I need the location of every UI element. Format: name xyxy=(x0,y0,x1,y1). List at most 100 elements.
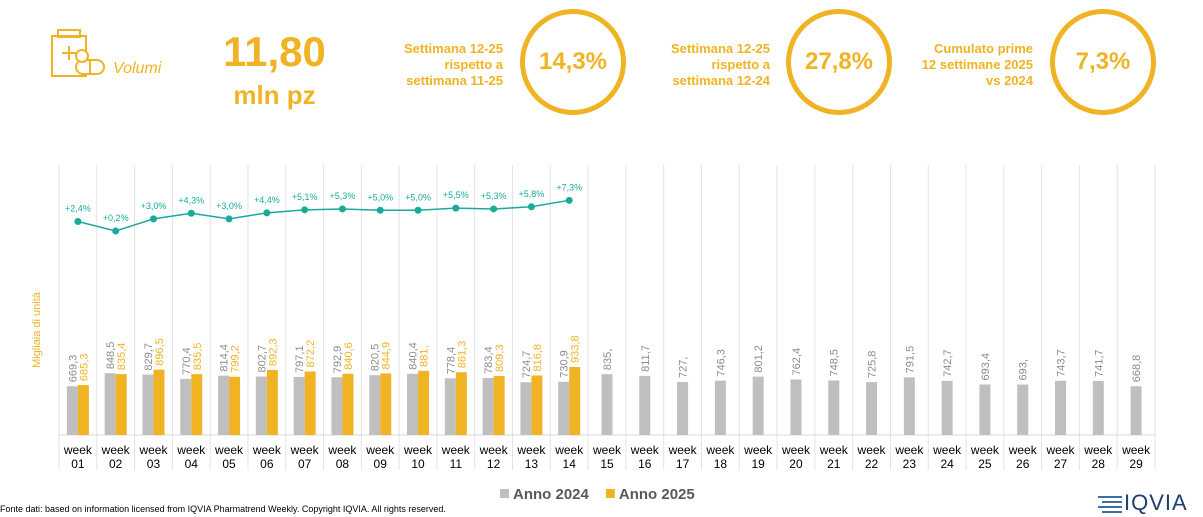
line-point xyxy=(225,215,233,223)
icon xyxy=(51,29,105,77)
bar xyxy=(369,375,381,435)
bar xyxy=(407,373,419,435)
x-tick-label: week 18 xyxy=(706,443,735,471)
value-label: 892,3 xyxy=(267,338,279,366)
line-label: +5,3% xyxy=(481,191,507,201)
value-label: 809,3 xyxy=(494,345,506,373)
value-label: 844,9 xyxy=(381,342,393,370)
value-label: 724,7 xyxy=(521,351,533,379)
line-point xyxy=(490,205,498,213)
x-tick-label: week 22 xyxy=(857,443,886,471)
line-label: +3,0% xyxy=(216,201,242,211)
x-tick-label: week 10 xyxy=(404,443,433,471)
bar xyxy=(1130,386,1142,435)
line-label: +4,3% xyxy=(178,195,204,205)
line-point xyxy=(527,203,535,211)
value-label: 861,3 xyxy=(456,341,468,369)
bar xyxy=(342,373,354,435)
total-unit: mln pz xyxy=(233,80,316,110)
value-label: 896,5 xyxy=(154,338,166,366)
value-label: 668,8 xyxy=(1131,355,1143,383)
value-label: 778,4 xyxy=(445,347,457,375)
line-label: +7,3% xyxy=(556,182,582,192)
x-tick-label: week 26 xyxy=(1008,443,1037,471)
x-tick-label: week 13 xyxy=(517,443,546,471)
bar xyxy=(866,382,878,435)
line-label: +2,4% xyxy=(65,203,91,213)
x-tick-label: week 29 xyxy=(1122,443,1151,471)
value-label: 799,2 xyxy=(230,345,242,373)
y-axis-label: Migliaia di unità xyxy=(31,291,43,368)
bar xyxy=(444,378,456,435)
value-label: 725,8 xyxy=(867,351,879,379)
line xyxy=(77,199,570,232)
value-label: 881, xyxy=(419,345,431,366)
x-tick-label: week 07 xyxy=(290,443,319,471)
bar xyxy=(979,384,991,435)
legend-label: Anno 2025 xyxy=(619,486,695,503)
line-label: +0,2% xyxy=(103,213,129,223)
value-label: 848,5 xyxy=(105,342,117,370)
bar xyxy=(714,380,726,435)
bar xyxy=(1055,380,1067,435)
line-label: +3,0% xyxy=(141,201,167,211)
line-label: +4,4% xyxy=(254,195,280,205)
line-point xyxy=(414,206,422,214)
x-tick-label: week 24 xyxy=(933,443,962,471)
line-point xyxy=(565,196,573,204)
value-label: 811,7 xyxy=(640,345,652,372)
section-title: Volumi xyxy=(113,60,162,77)
line-point xyxy=(301,206,309,214)
bar xyxy=(558,381,570,435)
value-label: 727, xyxy=(678,357,690,378)
bar xyxy=(180,378,192,435)
bar xyxy=(293,376,305,435)
line-point xyxy=(74,217,82,225)
value-label: 835, xyxy=(602,349,614,370)
bar xyxy=(1017,384,1029,435)
value-label: 669,3 xyxy=(67,355,79,383)
total-value: 11,80 xyxy=(223,28,326,75)
bar xyxy=(418,370,430,435)
line-point xyxy=(338,205,346,213)
bar xyxy=(520,382,532,435)
bar xyxy=(380,373,392,435)
bar xyxy=(77,385,89,435)
x-tick-label: week 04 xyxy=(177,443,206,471)
line-point xyxy=(149,215,157,223)
logo-mark xyxy=(1098,496,1122,513)
bar xyxy=(229,376,241,435)
bar xyxy=(752,376,764,435)
value-label: 835,5 xyxy=(192,343,204,371)
bar xyxy=(153,369,165,435)
value-label: 746,3 xyxy=(715,349,727,377)
bar xyxy=(304,371,316,435)
bar xyxy=(482,377,494,435)
bar xyxy=(828,380,840,435)
bar xyxy=(218,375,230,435)
kpi-label: Settimana 12-25 rispetto a settimana 11-… xyxy=(404,41,503,88)
x-tick-label: week 28 xyxy=(1084,443,1113,471)
line-label: +5,1% xyxy=(292,192,318,202)
x-tick-label: week 11 xyxy=(441,443,470,471)
line-point xyxy=(376,206,384,214)
line-label: +5,0% xyxy=(405,192,431,202)
value-label: 748,5 xyxy=(829,349,841,377)
bar xyxy=(191,374,203,435)
x-tick-label: week 25 xyxy=(970,443,999,471)
value-label: 829,7 xyxy=(143,343,155,371)
logo: IQVIA xyxy=(1124,490,1188,515)
x-tick-label: week 20 xyxy=(781,443,810,471)
value-label: 797,1 xyxy=(294,345,306,373)
source: Fonte dati: based on information license… xyxy=(0,504,446,514)
line-label: +5,8% xyxy=(519,189,545,199)
bar xyxy=(790,379,802,435)
bar xyxy=(903,377,915,435)
x-tick-label: week 15 xyxy=(592,443,621,471)
value-label: 820,5 xyxy=(370,344,382,372)
value-label: 816,8 xyxy=(532,344,544,372)
x-tick-label: week 21 xyxy=(819,443,848,471)
